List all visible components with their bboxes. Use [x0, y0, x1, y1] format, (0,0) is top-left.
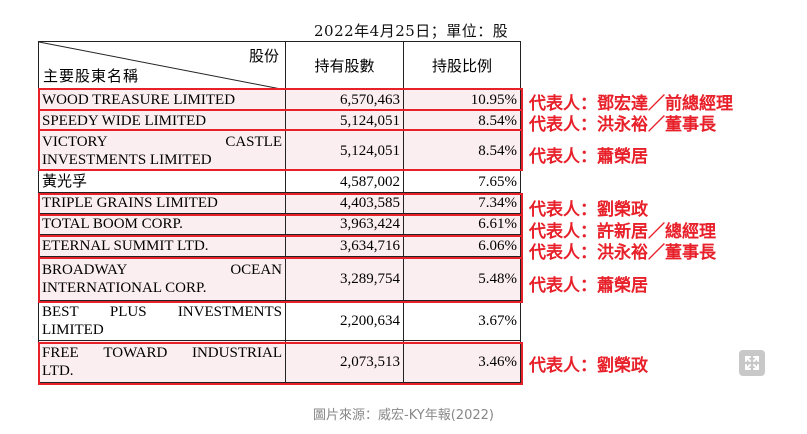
diagonal-line: [39, 42, 281, 89]
holding-ratio: 7.34%: [403, 192, 521, 214]
shareholder-name: 黃光孚: [38, 170, 286, 193]
representative-label: 代表人：蕭榮居: [529, 276, 648, 296]
name-word: VICTORY: [42, 133, 108, 150]
name-word: FREE: [42, 344, 79, 361]
shareholder-name: TOTAL BOOM CORP.: [38, 213, 286, 235]
shareholder-name: FREE TOWARD INDUSTRIAL LTD.: [38, 340, 286, 383]
header-diagonal-cell: 股份 主要股東名稱: [38, 41, 286, 90]
name-line-2: INTERNATIONAL CORP.: [42, 279, 207, 296]
name-line-2: INVESTMENTS LIMITED: [42, 151, 212, 168]
shareholder-name: VICTORY CASTLE INVESTMENTS LIMITED: [38, 130, 286, 171]
shares-held: 5,124,051: [285, 110, 404, 131]
name-line-2: LIMITED: [42, 321, 104, 338]
name-word: PLUS: [109, 303, 147, 320]
table-row: TOTAL BOOM CORP. 3,963,424 6.61%: [38, 213, 521, 235]
shares-held: 2,200,634: [285, 300, 404, 341]
name-word: CASTLE: [225, 133, 282, 150]
name-word: BEST: [42, 303, 79, 320]
name-word: INDUSTRIAL: [191, 344, 282, 361]
expand-icon[interactable]: [739, 350, 765, 376]
representative-label: 代表人：洪永裕／董事長: [529, 115, 716, 135]
holding-ratio: 8.54%: [403, 110, 521, 131]
highlight-box-free-toward: [38, 342, 523, 385]
image-source-caption: 圖片來源：威宏-KY年報(2022): [313, 408, 494, 423]
table-row: BROADWAY OCEAN INTERNATIONAL CORP. 3,289,…: [38, 256, 521, 301]
representative-label: 代表人：鄧宏達／前總經理: [529, 94, 733, 114]
holding-ratio: 3.46%: [403, 340, 521, 383]
highlight-box-speedy-wide: [38, 109, 523, 131]
name-word: OCEAN: [230, 261, 282, 278]
shares-held: 4,587,002: [285, 170, 404, 193]
shares-held: 2,073,513: [285, 340, 404, 383]
holding-ratio: 5.48%: [403, 256, 521, 301]
holding-ratio: 8.54%: [403, 130, 521, 171]
holding-ratio: 10.95%: [403, 89, 521, 111]
name-word: INVESTMENTS: [177, 303, 282, 320]
holding-ratio: 6.61%: [403, 213, 521, 235]
header-holding-ratio: 持股比例: [403, 41, 521, 90]
name-line-1: VICTORY CASTLE: [42, 133, 282, 151]
shareholder-name: SPEEDY WIDE LIMITED: [38, 110, 286, 131]
highlight-box-eternal-summit: [38, 235, 523, 259]
shareholder-name: BEST PLUS INVESTMENTS LIMITED: [38, 300, 286, 341]
holding-ratio: 6.06%: [403, 234, 521, 257]
table-date-unit: 2022年4月25日；單位：股: [314, 22, 509, 40]
shares-held: 6,570,463: [285, 89, 404, 111]
table-row: TRIPLE GRAINS LIMITED 4,403,585 7.34%: [38, 192, 521, 214]
table-row: BEST PLUS INVESTMENTS LIMITED 2,200,634 3.…: [38, 300, 521, 341]
highlight-box-victory-castle: [38, 129, 523, 171]
header-shareholder-label: 主要股東名稱: [43, 67, 140, 85]
table-row: WOOD TREASURE LIMITED 6,570,463 10.95%: [38, 89, 521, 111]
table-header-row: 股份 主要股東名稱 持有股數 持股比例: [38, 41, 521, 90]
highlight-box-triple-grains: [38, 193, 523, 216]
shareholder-table: 股份 主要股東名稱 持有股數 持股比例 WOOD TREASURE LIMITE…: [38, 41, 521, 383]
header-shares-label: 股份: [248, 47, 279, 65]
table-row: SPEEDY WIDE LIMITED 5,124,051 8.54%: [38, 110, 521, 131]
highlight-box-wood-treasure: [38, 88, 523, 111]
header-holding-shares: 持有股數: [285, 41, 404, 90]
representative-label: 代表人：許新居／總經理: [529, 222, 716, 242]
representative-label: 代表人：蕭榮居: [529, 147, 648, 167]
holding-ratio: 7.65%: [403, 170, 521, 193]
holding-ratio: 3.67%: [403, 300, 521, 341]
highlight-box-total-boom: [38, 214, 523, 237]
highlight-box-broadway-ocean: [38, 257, 523, 303]
table-row: FREE TOWARD INDUSTRIAL LTD. 2,073,513 3.46…: [38, 340, 521, 383]
shares-held: 3,634,716: [285, 234, 404, 257]
table-row: VICTORY CASTLE INVESTMENTS LIMITED 5,124,…: [38, 130, 521, 171]
name-line-1: BEST PLUS INVESTMENTS: [42, 303, 282, 321]
name-line-2: LTD.: [42, 362, 74, 379]
name-line-1: BROADWAY OCEAN: [42, 261, 282, 279]
representative-label: 代表人：劉榮政: [529, 200, 648, 220]
name-line-1: FREE TOWARD INDUSTRIAL: [42, 344, 282, 362]
name-word: BROADWAY: [42, 261, 128, 278]
representative-label: 代表人：劉榮政: [529, 356, 648, 376]
representative-label: 代表人：洪永裕／董事長: [529, 243, 716, 263]
shareholder-name: TRIPLE GRAINS LIMITED: [38, 192, 286, 214]
shares-held: 3,963,424: [285, 213, 404, 235]
name-word: TOWARD: [103, 344, 168, 361]
table-row: 黃光孚 4,587,002 7.65%: [38, 170, 521, 193]
